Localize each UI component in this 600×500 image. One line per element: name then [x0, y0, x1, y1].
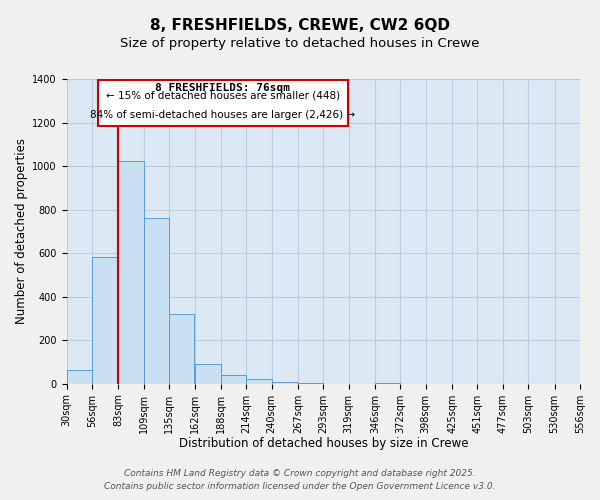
Bar: [272, 382, 297, 384]
Text: 8 FRESHFIELDS: 76sqm: 8 FRESHFIELDS: 76sqm: [155, 83, 290, 93]
Bar: [92, 258, 117, 384]
Bar: [67, 370, 92, 384]
Text: Contains HM Land Registry data © Crown copyright and database right 2025.
Contai: Contains HM Land Registry data © Crown c…: [104, 470, 496, 491]
Bar: [375, 382, 400, 384]
X-axis label: Distribution of detached houses by size in Crewe: Distribution of detached houses by size …: [179, 437, 468, 450]
Text: 8, FRESHFIELDS, CREWE, CW2 6QD: 8, FRESHFIELDS, CREWE, CW2 6QD: [150, 18, 450, 32]
Bar: [221, 375, 246, 384]
Text: 84% of semi-detached houses are larger (2,426) →: 84% of semi-detached houses are larger (…: [90, 110, 355, 120]
Bar: [246, 380, 272, 384]
Bar: [298, 382, 323, 384]
Y-axis label: Number of detached properties: Number of detached properties: [15, 138, 28, 324]
Text: Size of property relative to detached houses in Crewe: Size of property relative to detached ho…: [121, 38, 479, 51]
Text: ← 15% of detached houses are smaller (448): ← 15% of detached houses are smaller (44…: [106, 90, 340, 101]
Bar: [196, 364, 221, 384]
Bar: [118, 160, 143, 384]
Bar: [169, 314, 194, 384]
FancyBboxPatch shape: [98, 80, 347, 126]
Bar: [143, 218, 169, 384]
